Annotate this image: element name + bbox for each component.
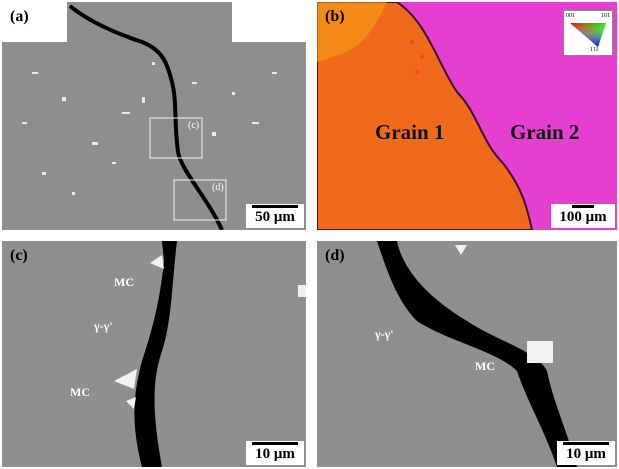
crack-a bbox=[68, 4, 224, 230]
roi-c-label: (c) bbox=[188, 120, 200, 131]
scale-bar-b: 100 μm bbox=[551, 204, 615, 228]
panel-d: (d) γ-γ' MC 10 μm bbox=[317, 241, 617, 467]
crack-c bbox=[134, 241, 177, 467]
panel-b: (b) Grain 1 Grain 2 001 101 111 100 μm bbox=[317, 2, 617, 230]
ipf-triangle bbox=[570, 23, 606, 47]
scale-line-d bbox=[563, 442, 609, 445]
ipf-color-key: 001 101 111 bbox=[563, 10, 613, 56]
scale-line-c bbox=[252, 442, 298, 445]
crack-d bbox=[377, 241, 577, 467]
gamma-label-d: γ-γ' bbox=[375, 327, 394, 341]
panel-c-label: (c) bbox=[10, 247, 28, 264]
scale-text-a: 50 μm bbox=[255, 209, 295, 225]
sem-image-a bbox=[2, 2, 306, 230]
mc-label-d: MC bbox=[475, 359, 495, 373]
gamma-label-c: γ-γ' bbox=[94, 319, 113, 333]
sem-image-c bbox=[2, 241, 306, 467]
key-111: 111 bbox=[590, 47, 599, 53]
sem-image-d bbox=[317, 241, 617, 467]
roi-box-c bbox=[149, 117, 203, 159]
panel-a-label: (a) bbox=[10, 8, 29, 25]
scale-text-d: 10 μm bbox=[566, 446, 606, 462]
mc-label-bottom: MC bbox=[70, 385, 90, 399]
grain-2-label: Grain 2 bbox=[510, 120, 580, 144]
scale-text-c: 10 μm bbox=[255, 446, 295, 462]
scale-bar-c: 10 μm bbox=[246, 441, 304, 465]
mc-label-top: MC bbox=[114, 275, 134, 289]
scale-line-a bbox=[252, 205, 298, 208]
roi-box-d bbox=[173, 179, 227, 221]
roi-d-label: (d) bbox=[212, 182, 224, 193]
key-101: 101 bbox=[601, 13, 610, 19]
key-001: 001 bbox=[566, 13, 575, 19]
grain-1-label: Grain 1 bbox=[375, 120, 445, 144]
scale-line-b bbox=[572, 205, 594, 208]
scale-bar-d: 10 μm bbox=[557, 441, 615, 465]
scale-text-b: 100 μm bbox=[559, 209, 607, 225]
panel-d-label: (d) bbox=[325, 247, 345, 264]
panel-b-label: (b) bbox=[325, 8, 345, 25]
scale-bar-a: 50 μm bbox=[246, 204, 304, 228]
panel-c: (c) MC γ-γ' MC 10 μm bbox=[2, 241, 306, 467]
panel-a: (a) (c) (d) 50 μm bbox=[2, 2, 306, 230]
